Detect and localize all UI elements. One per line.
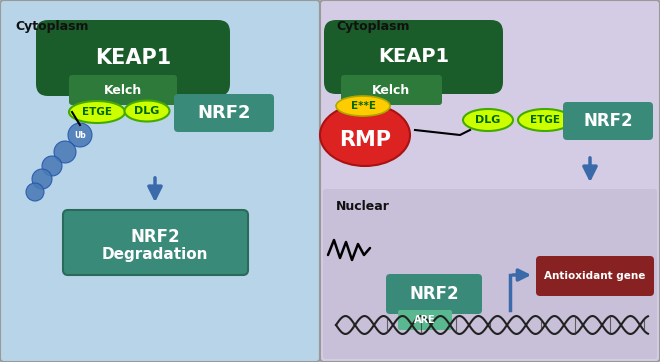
Ellipse shape	[336, 96, 390, 116]
FancyBboxPatch shape	[323, 189, 657, 359]
FancyBboxPatch shape	[536, 256, 654, 296]
FancyBboxPatch shape	[320, 0, 660, 362]
Text: Cytoplasm: Cytoplasm	[15, 20, 88, 33]
Text: ETGE: ETGE	[82, 107, 112, 117]
FancyBboxPatch shape	[36, 20, 230, 96]
Ellipse shape	[518, 109, 572, 131]
FancyBboxPatch shape	[69, 75, 177, 105]
Text: DLG: DLG	[135, 106, 160, 116]
Text: RMP: RMP	[339, 130, 391, 150]
FancyBboxPatch shape	[386, 274, 482, 314]
Ellipse shape	[69, 101, 125, 123]
Text: ARE: ARE	[414, 315, 436, 325]
Ellipse shape	[463, 109, 513, 131]
Text: NRF2: NRF2	[130, 228, 180, 246]
Text: KEAP1: KEAP1	[378, 47, 449, 67]
FancyBboxPatch shape	[0, 0, 320, 362]
Text: Ub: Ub	[74, 130, 86, 139]
FancyBboxPatch shape	[63, 210, 248, 275]
Text: KEAP1: KEAP1	[95, 48, 171, 68]
Text: NRF2: NRF2	[197, 104, 251, 122]
Text: Antioxidant gene: Antioxidant gene	[544, 271, 645, 281]
Ellipse shape	[320, 104, 410, 166]
FancyBboxPatch shape	[341, 75, 442, 105]
Circle shape	[26, 183, 44, 201]
Text: Kelch: Kelch	[104, 84, 142, 97]
Text: ETGE: ETGE	[530, 115, 560, 125]
Ellipse shape	[125, 101, 170, 122]
Text: Cytoplasm: Cytoplasm	[336, 20, 409, 33]
FancyBboxPatch shape	[398, 310, 452, 330]
Circle shape	[68, 123, 92, 147]
Circle shape	[54, 141, 76, 163]
Circle shape	[32, 169, 52, 189]
Text: E**E: E**E	[350, 101, 376, 111]
Text: Kelch: Kelch	[372, 84, 410, 97]
FancyBboxPatch shape	[563, 102, 653, 140]
Text: Nuclear: Nuclear	[336, 200, 390, 213]
FancyBboxPatch shape	[324, 20, 503, 94]
Circle shape	[42, 156, 62, 176]
Text: NRF2: NRF2	[583, 112, 633, 130]
Text: Degradation: Degradation	[102, 248, 209, 262]
Text: NRF2: NRF2	[409, 285, 459, 303]
Text: DLG: DLG	[475, 115, 501, 125]
FancyBboxPatch shape	[174, 94, 274, 132]
